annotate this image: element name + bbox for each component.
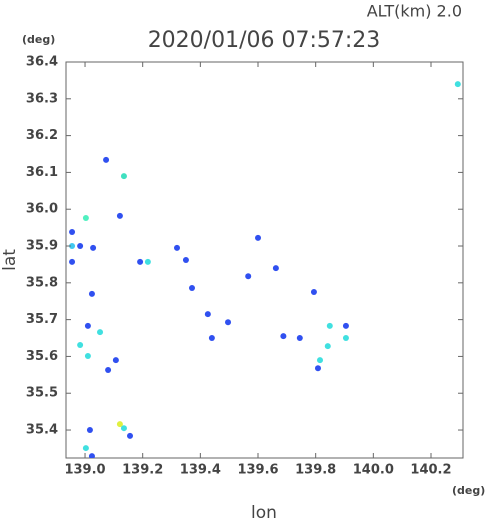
echo-point (88, 290, 95, 297)
echo-point (255, 234, 262, 241)
x-tick-label: 140.2 (410, 463, 451, 478)
echo-point (69, 258, 76, 265)
echo-point (144, 258, 151, 265)
x-tick-label: 140.0 (353, 463, 394, 478)
echo-point (225, 319, 232, 326)
echo-point (84, 322, 91, 329)
y-tick-label: 35.6 (26, 349, 58, 364)
echo-point (314, 365, 321, 372)
echo-point (182, 257, 189, 263)
x-tick-label: 139.2 (122, 463, 163, 478)
echo-point (208, 335, 215, 342)
echo-point (82, 215, 89, 222)
echo-point (116, 212, 123, 219)
echo-point (88, 453, 95, 458)
echo-point (82, 445, 89, 452)
echo-point (69, 229, 76, 236)
x-tick-label: 139.6 (237, 463, 278, 478)
echo-point (103, 156, 110, 163)
x-tick-label: 139.8 (295, 463, 336, 478)
echo-point (173, 244, 180, 251)
echo-point (127, 432, 134, 439)
chart-title: 2020/01/06 07:57:23 (148, 28, 381, 53)
echo-point (324, 343, 331, 350)
altitude-label: ALT(km) 2.0 (367, 2, 462, 21)
x-axis-label: lon (251, 503, 277, 521)
echo-point (97, 329, 104, 336)
x-unit: (deg) (452, 484, 485, 497)
y-tick-label: 35.9 (26, 239, 58, 254)
echo-point (90, 244, 97, 251)
echo-point (120, 173, 127, 180)
echo-point (77, 243, 84, 250)
echo-point (342, 322, 349, 329)
echo-point (86, 427, 93, 434)
echo-point (84, 353, 91, 360)
y-axis-label: lat (0, 249, 20, 271)
echo-point (310, 289, 317, 296)
echo-point (137, 258, 144, 265)
y-tick-label: 36.0 (26, 202, 58, 217)
echo-point (188, 284, 195, 291)
echo-point (245, 273, 252, 280)
echo-point (77, 342, 84, 349)
echo-point (316, 357, 323, 364)
echo-point (342, 335, 349, 342)
echo-point (69, 243, 76, 250)
echo-point (296, 335, 303, 342)
echo-point (204, 311, 211, 318)
echo-point (105, 367, 112, 374)
echo-point (272, 265, 279, 272)
y-tick-label: 36.4 (26, 55, 58, 70)
echo-point (112, 357, 119, 364)
echo-point (116, 421, 123, 428)
x-tick-label: 139.0 (64, 463, 105, 478)
echo-point (326, 322, 333, 329)
plot-frame (65, 61, 464, 459)
y-tick-label: 35.7 (26, 312, 58, 327)
echo-point (120, 425, 127, 432)
echo-point (454, 81, 461, 88)
points (69, 81, 461, 458)
y-tick-label: 36.1 (26, 165, 58, 180)
y-tick-label: 36.2 (26, 128, 58, 143)
x-tick-label: 139.4 (180, 463, 221, 478)
echo-point (280, 333, 287, 340)
y-tick-label: 35.5 (26, 386, 58, 401)
y-tick-label: 35.4 (26, 423, 58, 438)
y-tick-label: 36.3 (26, 91, 58, 106)
y-unit: (deg) (22, 33, 55, 46)
y-tick-label: 35.8 (26, 275, 58, 290)
